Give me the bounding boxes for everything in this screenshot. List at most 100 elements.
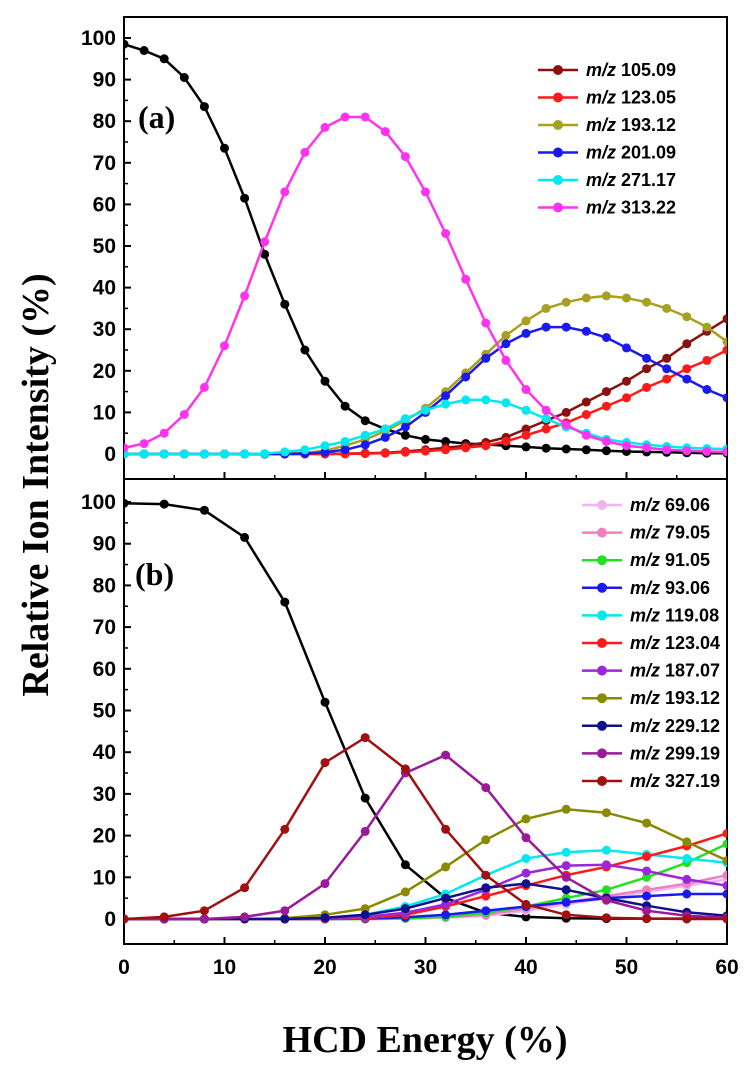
data-point-m-z-229-12 <box>320 913 330 923</box>
y-tick-label: 30 <box>93 783 116 806</box>
data-point-m-z-327-19 <box>400 764 410 774</box>
x-tick-label: 50 <box>615 956 638 979</box>
data-point-m-z-123-05 <box>642 382 652 392</box>
series-line-m-z-313-22 <box>124 115 727 454</box>
data-point-m-z-201-09 <box>521 328 531 338</box>
legend-label: m/z 93.06 <box>630 578 710 598</box>
data-point-m-z-119-08 <box>521 854 531 863</box>
data-point-m-z-93-06 <box>722 889 727 899</box>
legend-label: m/z 69.06 <box>630 495 710 515</box>
y-tick-label: 60 <box>93 193 116 216</box>
data-point-m-z-105-09 <box>642 364 652 374</box>
data-point-precursor <box>220 143 229 153</box>
data-point-precursor <box>159 499 169 509</box>
panel-b: 0 10 20 30 40 50 60 70 80 90 100 0 10 20 30 40 50 60 (b) m/… <box>81 478 739 979</box>
data-point-m-z-271-17 <box>199 449 209 459</box>
data-point-m-z-313-22 <box>179 410 189 419</box>
data-point-m-z-201-09 <box>642 353 652 363</box>
data-point-m-z-313-22 <box>340 112 350 122</box>
data-point-precursor <box>541 443 551 453</box>
data-point-m-z-201-09 <box>702 385 712 394</box>
data-point-m-z-327-19 <box>682 914 692 924</box>
data-point-m-z-123-04 <box>722 829 727 838</box>
data-point-precursor <box>199 102 209 112</box>
legend-label: m/z 271.17 <box>586 170 676 190</box>
data-point-m-z-271-17 <box>159 449 169 459</box>
legend-item: m/z 123.04 <box>582 633 720 653</box>
data-point-m-z-105-09 <box>722 314 727 324</box>
legend-item: m/z 69.06 <box>582 495 710 515</box>
data-point-m-z-193-12 <box>521 814 531 824</box>
data-point-m-z-193-12 <box>360 904 370 914</box>
legend-marker <box>597 693 607 704</box>
data-point-m-z-271-17 <box>220 449 229 459</box>
data-point-m-z-123-05 <box>682 364 692 374</box>
data-point-m-z-229-12 <box>280 914 290 924</box>
legend-marker <box>597 555 607 566</box>
y-tick-label: 50 <box>93 700 116 723</box>
data-point-m-z-271-17 <box>421 405 430 415</box>
data-point-m-z-187-07 <box>441 899 451 909</box>
data-point-m-z-313-22 <box>601 437 611 446</box>
y-tick-label: 10 <box>93 866 116 889</box>
x-tick-label: 10 <box>213 956 236 979</box>
data-point-m-z-201-09 <box>601 333 611 342</box>
data-point-m-z-193-12 <box>642 297 652 307</box>
legend-marker <box>597 665 607 676</box>
data-point-m-z-299-19 <box>240 912 250 922</box>
data-point-precursor <box>300 345 310 355</box>
y-tick-label: 40 <box>93 741 116 764</box>
data-point-m-z-201-09 <box>380 432 390 442</box>
data-point-m-z-91-05 <box>601 885 611 895</box>
data-point-m-z-271-17 <box>441 399 451 409</box>
data-point-m-z-123-04 <box>642 852 652 861</box>
legend-marker <box>597 638 607 648</box>
data-point-m-z-271-17 <box>360 430 370 440</box>
data-point-m-z-79-05 <box>722 870 727 880</box>
x-tick-label: 60 <box>715 956 738 979</box>
y-tick-label: 70 <box>93 616 116 639</box>
data-point-precursor <box>240 532 250 542</box>
data-point-m-z-299-19 <box>441 750 451 760</box>
data-point-m-z-327-19 <box>124 914 129 924</box>
data-point-precursor <box>521 912 531 922</box>
data-point-m-z-123-05 <box>380 448 390 458</box>
legend-label: m/z 201.09 <box>586 143 676 163</box>
y-tick-label: 40 <box>93 277 116 300</box>
legend-label: m/z 313.22 <box>586 198 676 218</box>
legend-item: m/z 327.19 <box>582 771 720 791</box>
x-tick-label: 20 <box>313 956 336 979</box>
y-tick-label: 90 <box>93 533 116 556</box>
data-point-m-z-193-12 <box>722 337 727 347</box>
data-point-precursor <box>360 416 370 426</box>
plot-area <box>124 498 727 924</box>
data-point-m-z-193-12 <box>541 303 551 313</box>
legend-marker <box>553 202 563 213</box>
legend-label: m/z 91.05 <box>630 550 710 570</box>
data-point-m-z-105-09 <box>561 407 571 417</box>
data-point-m-z-271-17 <box>139 449 149 459</box>
legend-label: m/z 79.05 <box>630 523 710 543</box>
legend-marker <box>597 500 607 510</box>
data-point-m-z-123-05 <box>622 393 631 403</box>
data-point-m-z-105-09 <box>662 353 672 363</box>
data-point-m-z-327-19 <box>561 910 571 920</box>
data-point-m-z-313-22 <box>220 341 229 351</box>
data-point-m-z-201-09 <box>622 343 631 353</box>
y-tick-label: 100 <box>81 491 116 514</box>
legend-marker <box>597 582 607 593</box>
legend-item: m/z 123.05 <box>538 88 676 108</box>
data-point-precursor <box>139 46 149 55</box>
data-point-precursor <box>124 498 129 508</box>
data-point-m-z-201-09 <box>441 391 451 401</box>
data-point-precursor <box>340 401 350 411</box>
legend-marker <box>553 175 563 185</box>
data-point-m-z-201-09 <box>340 445 350 455</box>
data-point-m-z-187-07 <box>561 861 571 871</box>
data-point-m-z-327-19 <box>159 912 169 922</box>
data-point-m-z-193-12 <box>581 293 591 303</box>
data-point-m-z-299-19 <box>481 783 491 793</box>
data-point-precursor <box>320 697 330 707</box>
data-point-m-z-327-19 <box>481 870 491 880</box>
